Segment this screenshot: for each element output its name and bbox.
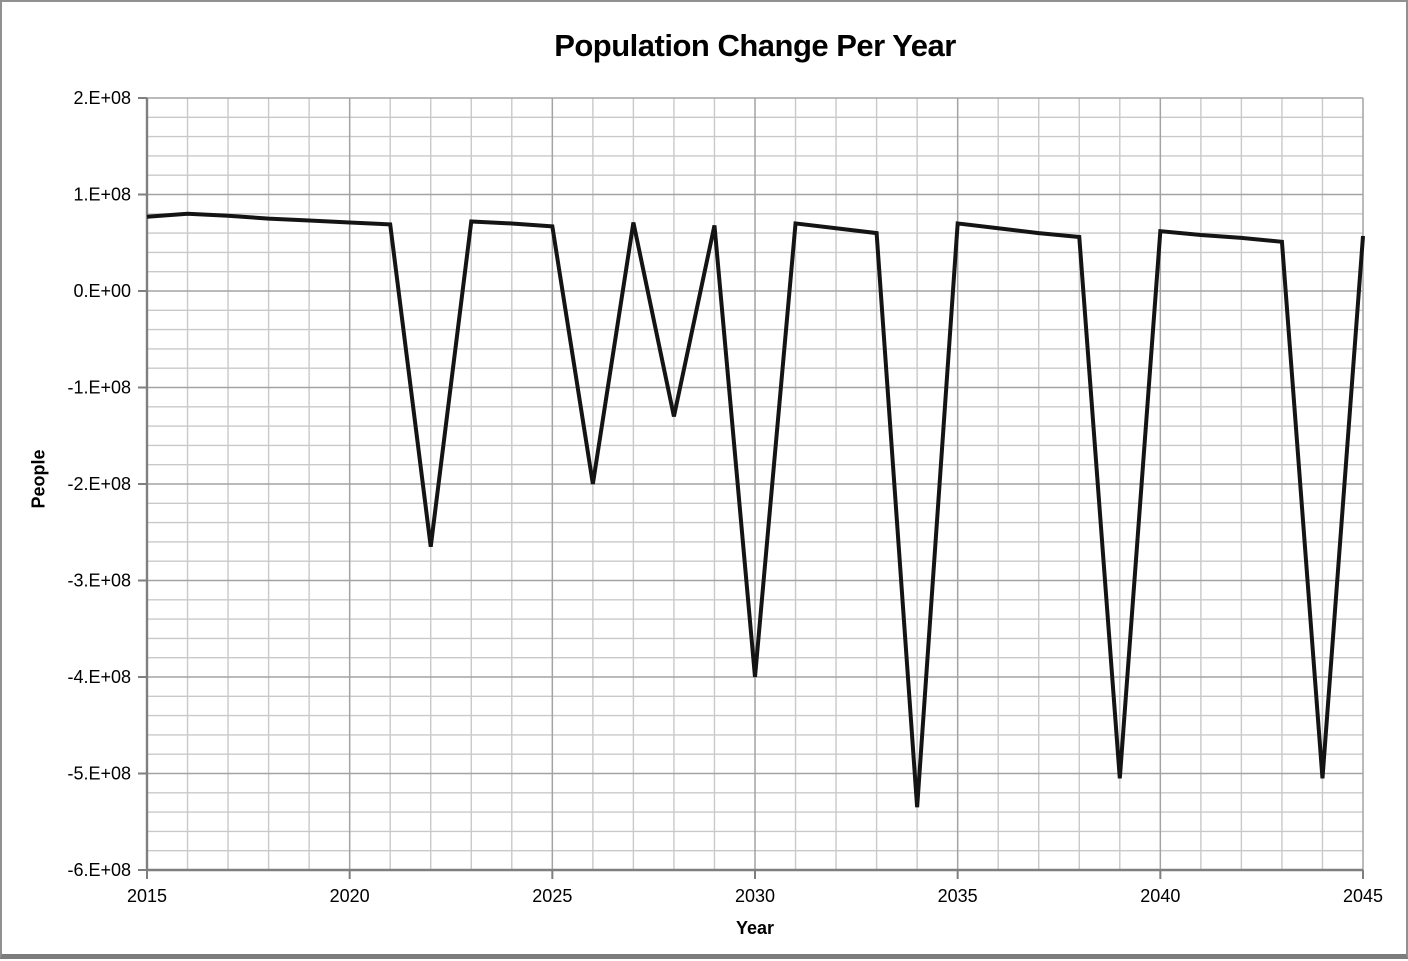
x-tick-label: 2045 bbox=[1343, 886, 1383, 906]
y-tick-label: 0.E+00 bbox=[73, 281, 131, 301]
x-tick-label: 2015 bbox=[127, 886, 167, 906]
x-tick-label: 2040 bbox=[1140, 886, 1180, 906]
x-tick-label: 2035 bbox=[938, 886, 978, 906]
x-axis-title: Year bbox=[735, 918, 775, 938]
y-tick-label: -6.E+08 bbox=[67, 860, 131, 880]
x-tick-label: 2025 bbox=[532, 886, 572, 906]
y-tick-label: -2.E+08 bbox=[67, 474, 131, 494]
x-tick-label: 2020 bbox=[330, 886, 370, 906]
y-tick-label: -5.E+08 bbox=[67, 764, 131, 784]
population-change-series-line bbox=[146, 211, 1365, 808]
y-tick-label: -4.E+08 bbox=[67, 667, 131, 687]
chart-title: Population Change Per Year bbox=[554, 28, 956, 63]
y-tick-label: 2.E+08 bbox=[73, 88, 131, 108]
y-tick-label: -1.E+08 bbox=[67, 378, 131, 398]
y-tick-label: 1.E+08 bbox=[73, 185, 131, 205]
x-tick-label: 2030 bbox=[735, 886, 775, 906]
y-tick-label: -3.E+08 bbox=[67, 571, 131, 591]
